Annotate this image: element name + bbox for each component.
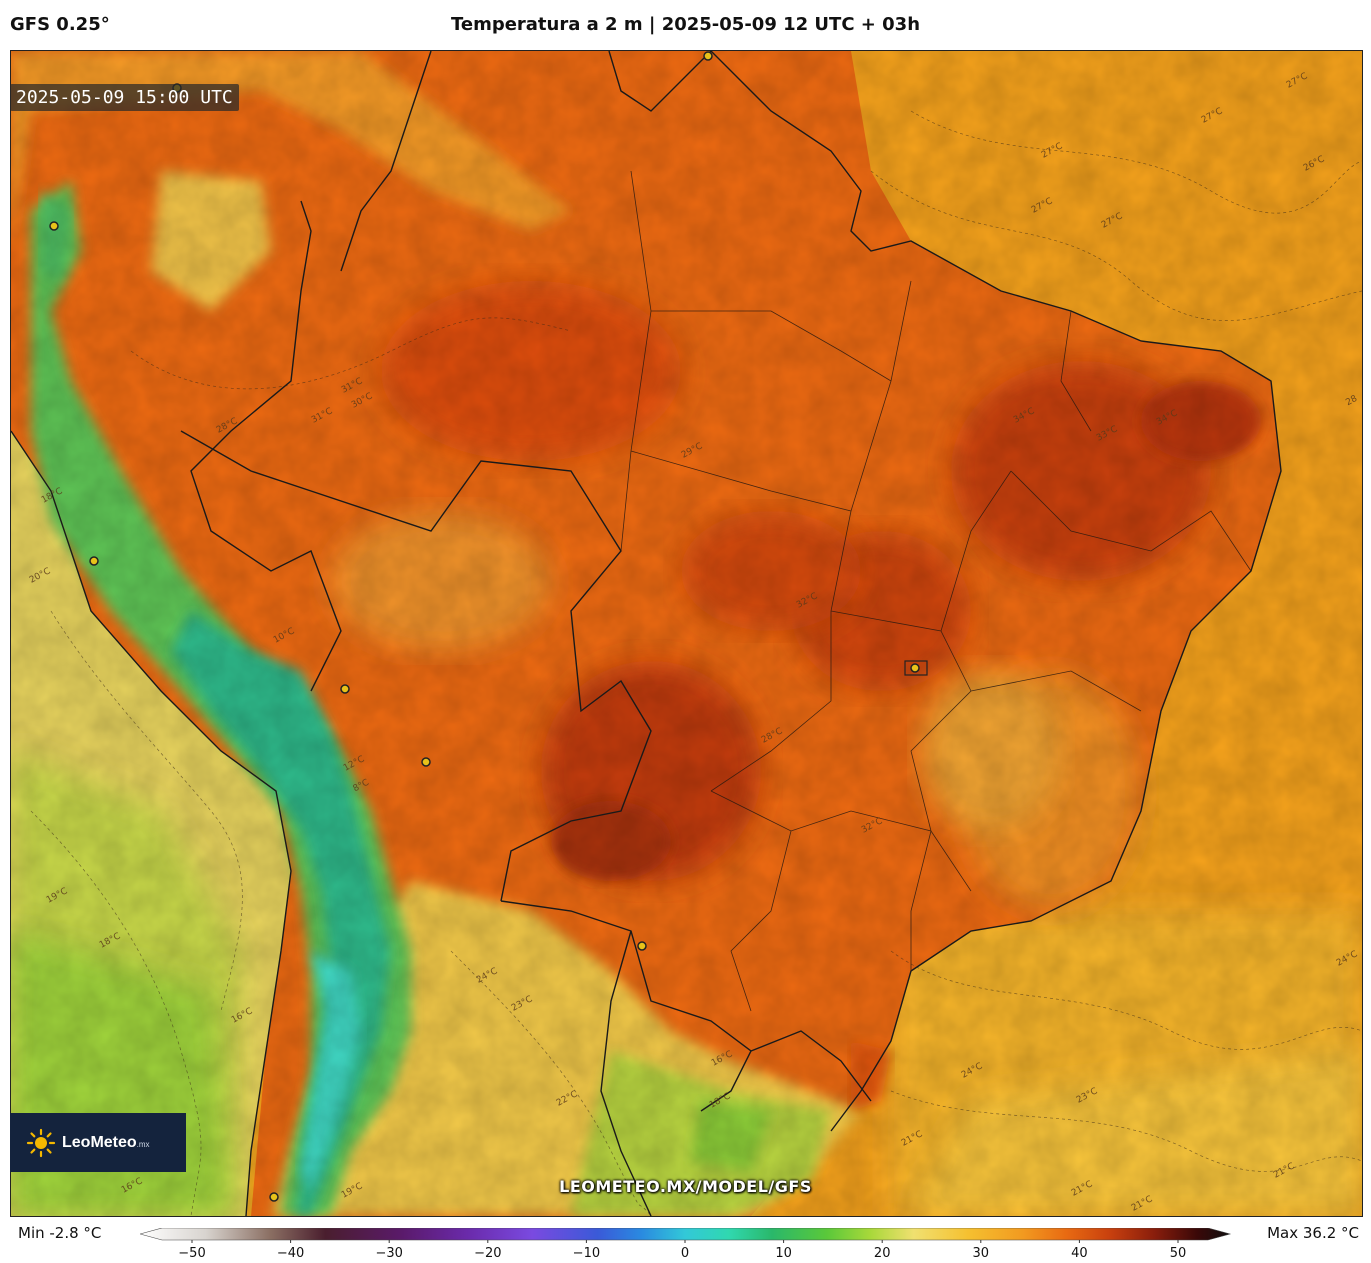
- paraguay-border: [500, 900, 752, 1112]
- city-marker: [89, 556, 99, 566]
- model-label: GFS 0.25°: [10, 14, 110, 35]
- colorbar-tick-label: 40: [1071, 1246, 1088, 1261]
- city-marker: [340, 684, 350, 694]
- colorbar-tick-label: 0: [681, 1246, 689, 1261]
- venezuela-border: [340, 51, 432, 272]
- city-marker: [703, 51, 713, 61]
- valid-time-badge: 2025-05-09 15:00 UTC: [10, 84, 239, 111]
- logo-text: LeoMeteo.mx: [62, 1133, 150, 1151]
- colorbar-tick-label: 20: [874, 1246, 891, 1261]
- texture: [11, 51, 1362, 1216]
- city-marker: [637, 941, 647, 951]
- guyana-border: [608, 51, 712, 112]
- map-canvas: [11, 51, 1362, 1216]
- colorbar-tick-label: 50: [1170, 1246, 1187, 1261]
- city-marker: [269, 1192, 279, 1202]
- brazil-west-border: [180, 430, 652, 902]
- uruguay-border: [750, 1030, 872, 1102]
- colorbar-min-label: Min -2.8 °C: [18, 1224, 102, 1242]
- colorbar-tick-label: −50: [178, 1246, 205, 1261]
- colorbar-max-label: Max 36.2 °C: [1267, 1224, 1359, 1242]
- colorbar-tick-label: 30: [973, 1246, 990, 1261]
- brasilia-marker: [910, 663, 920, 673]
- isotherms: [30, 110, 1362, 1216]
- colorbar-tick-label: −40: [277, 1246, 304, 1261]
- borders: [11, 51, 1282, 1216]
- city-marker: [421, 757, 431, 767]
- chart-title: Temperatura a 2 m | 2025-05-09 12 UTC + …: [450, 14, 921, 35]
- brazil-coastline: [710, 51, 1282, 1132]
- colorbar-tick-label: −10: [573, 1246, 600, 1261]
- colorbar-gradient: [140, 1228, 1232, 1241]
- colorbar: −50 −40 −30 −20 −10 0 10 20 30 40 50: [140, 1228, 1232, 1261]
- colorbar-tick-label: 10: [775, 1246, 792, 1261]
- colombia-peru-border: [190, 200, 342, 692]
- site-watermark: LEOMETEO.MX/MODEL/GFS: [559, 1177, 812, 1196]
- temperature-map[interactable]: 27°C 27°C 27°C 26°C 27°C 27°C 28 31°C 30°C 31°C 28…: [10, 50, 1363, 1217]
- state-borders: [620, 170, 1252, 1012]
- argentina-border: [600, 930, 652, 1216]
- colorbar-tick-label: −20: [474, 1246, 501, 1261]
- pacific-coastline: [11, 430, 292, 1216]
- colorbar-tick-label: −30: [375, 1246, 402, 1261]
- federal-district: [904, 660, 928, 676]
- colorbar-ticks: −50 −40 −30 −20 −10 0 10 20 30 40 50: [178, 1240, 1186, 1261]
- leometeo-logo[interactable]: LeoMeteo.mx: [10, 1113, 186, 1172]
- sun-icon: [26, 1128, 56, 1157]
- city-marker: [49, 221, 59, 231]
